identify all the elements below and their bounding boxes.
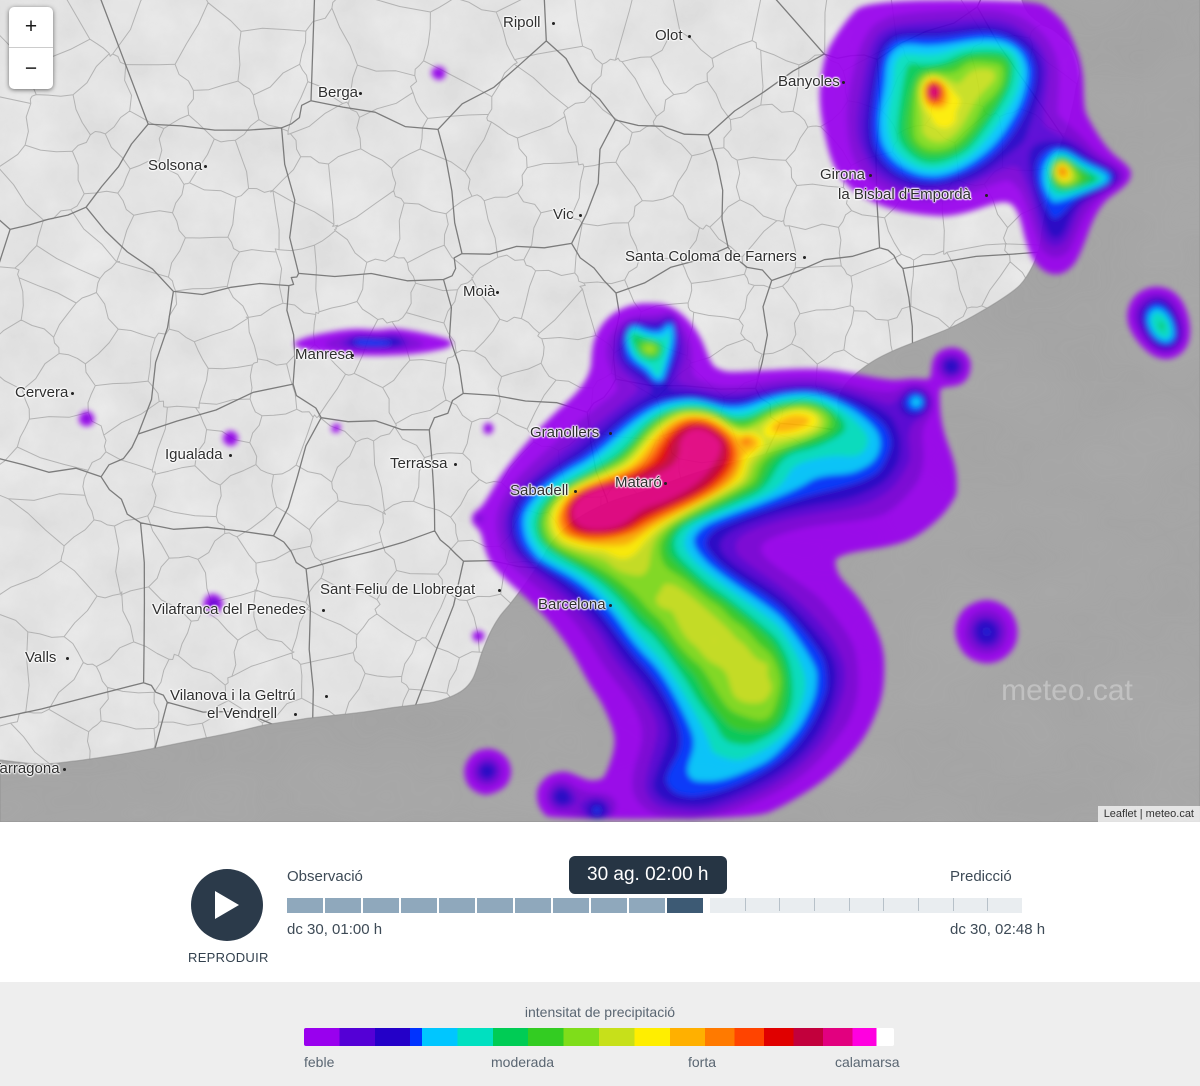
svg-text:meteo.cat: meteo.cat [1001, 674, 1133, 707]
